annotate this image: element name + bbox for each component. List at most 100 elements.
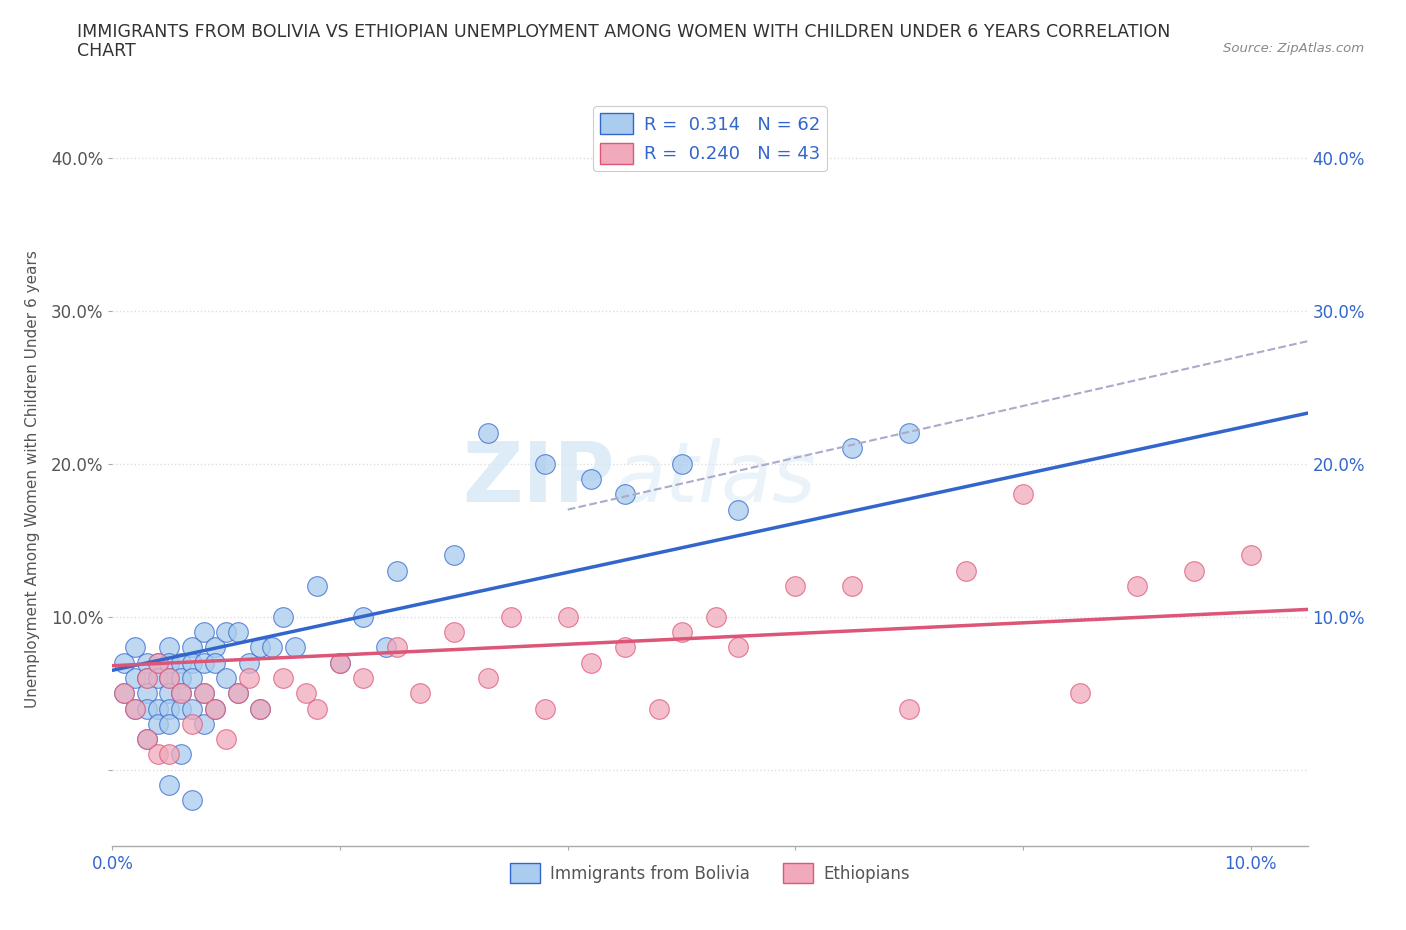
Point — [329, 656, 352, 671]
Point — [385, 640, 408, 655]
Point — [146, 656, 169, 671]
Point — [579, 472, 602, 486]
Point — [146, 716, 169, 731]
Point — [157, 716, 180, 731]
Point — [124, 701, 146, 716]
Point — [146, 701, 169, 716]
Point — [648, 701, 671, 716]
Point — [271, 671, 294, 685]
Point — [157, 777, 180, 792]
Point — [204, 701, 226, 716]
Point — [841, 441, 863, 456]
Point — [557, 609, 579, 624]
Point — [385, 564, 408, 578]
Point — [124, 701, 146, 716]
Point — [671, 457, 693, 472]
Point — [204, 640, 226, 655]
Point — [181, 716, 204, 731]
Point — [226, 685, 249, 700]
Point — [409, 685, 432, 700]
Point — [284, 640, 307, 655]
Point — [157, 656, 180, 671]
Point — [135, 671, 157, 685]
Point — [193, 685, 215, 700]
Y-axis label: Unemployment Among Women with Children Under 6 years: Unemployment Among Women with Children U… — [25, 250, 39, 708]
Point — [534, 457, 557, 472]
Point — [204, 701, 226, 716]
Point — [112, 656, 135, 671]
Point — [157, 747, 180, 762]
Point — [534, 701, 557, 716]
Point — [841, 578, 863, 593]
Point — [135, 732, 157, 747]
Point — [170, 656, 193, 671]
Point — [307, 701, 329, 716]
Point — [352, 671, 374, 685]
Point — [260, 640, 283, 655]
Point — [352, 609, 374, 624]
Point — [170, 685, 193, 700]
Point — [443, 625, 465, 640]
Point — [170, 685, 193, 700]
Point — [124, 671, 146, 685]
Legend: Immigrants from Bolivia, Ethiopians: Immigrants from Bolivia, Ethiopians — [503, 857, 917, 889]
Point — [249, 640, 271, 655]
Point — [955, 564, 977, 578]
Point — [1182, 564, 1205, 578]
Point — [193, 716, 215, 731]
Point — [135, 685, 157, 700]
Point — [477, 426, 499, 441]
Point — [170, 747, 193, 762]
Point — [135, 732, 157, 747]
Point — [204, 656, 226, 671]
Point — [170, 671, 193, 685]
Point — [135, 656, 157, 671]
Point — [215, 732, 238, 747]
Point — [1012, 486, 1035, 501]
Text: ZIP: ZIP — [463, 438, 614, 520]
Point — [238, 671, 260, 685]
Point — [785, 578, 807, 593]
Point — [271, 609, 294, 624]
Point — [124, 640, 146, 655]
Point — [157, 685, 180, 700]
Point — [226, 685, 249, 700]
Point — [181, 656, 204, 671]
Point — [146, 656, 169, 671]
Point — [157, 671, 180, 685]
Point — [1126, 578, 1149, 593]
Point — [898, 426, 921, 441]
Point — [613, 486, 636, 501]
Point — [727, 502, 749, 517]
Point — [238, 656, 260, 671]
Text: IMMIGRANTS FROM BOLIVIA VS ETHIOPIAN UNEMPLOYMENT AMONG WOMEN WITH CHILDREN UNDE: IMMIGRANTS FROM BOLIVIA VS ETHIOPIAN UNE… — [77, 23, 1171, 41]
Point — [307, 578, 329, 593]
Point — [112, 685, 135, 700]
Point — [1069, 685, 1091, 700]
Point — [215, 671, 238, 685]
Point — [727, 640, 749, 655]
Point — [1240, 548, 1263, 563]
Text: Source: ZipAtlas.com: Source: ZipAtlas.com — [1223, 42, 1364, 55]
Point — [671, 625, 693, 640]
Text: atlas: atlas — [614, 438, 815, 520]
Point — [193, 685, 215, 700]
Point — [112, 685, 135, 700]
Point — [295, 685, 318, 700]
Point — [193, 625, 215, 640]
Point — [146, 747, 169, 762]
Point — [181, 701, 204, 716]
Point — [249, 701, 271, 716]
Point — [579, 656, 602, 671]
Point — [499, 609, 522, 624]
Point — [181, 793, 204, 808]
Point — [226, 625, 249, 640]
Point — [170, 701, 193, 716]
Point — [477, 671, 499, 685]
Point — [193, 656, 215, 671]
Point — [146, 671, 169, 685]
Point — [215, 625, 238, 640]
Text: CHART: CHART — [77, 42, 136, 60]
Point — [704, 609, 727, 624]
Point — [443, 548, 465, 563]
